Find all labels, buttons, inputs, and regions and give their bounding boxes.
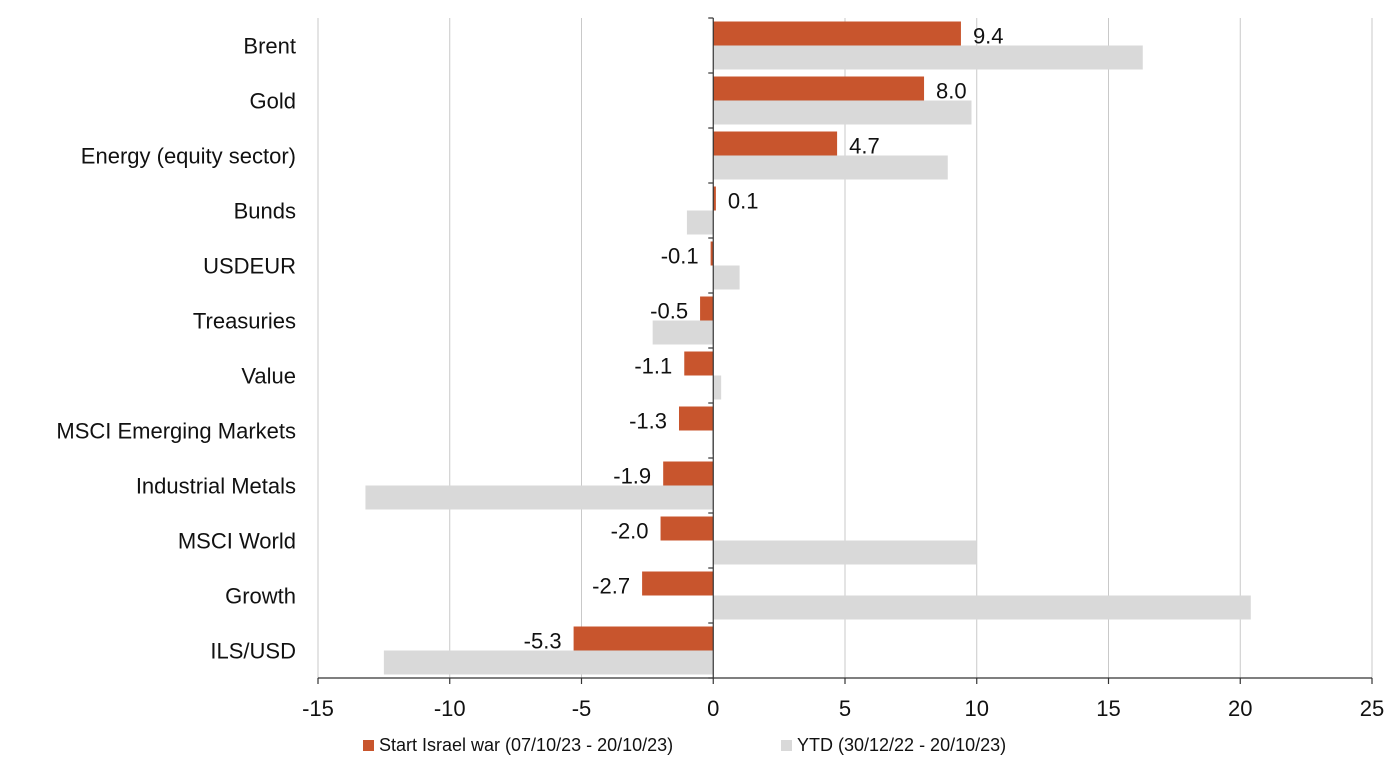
x-tick-label: 20 [1228,696,1252,721]
x-tick-label: -15 [302,696,334,721]
bar-ytd [713,100,972,125]
bar-ytd [713,595,1251,620]
bar-war [713,131,838,156]
bar-war [713,76,925,101]
data-label: 9.4 [973,24,1004,49]
data-label: -1.3 [629,409,667,434]
data-label: 0.1 [728,189,759,214]
category-label: Bunds [234,199,296,224]
bar-war [713,186,716,211]
data-label: -1.1 [634,354,672,379]
data-label: 8.0 [936,79,967,104]
category-label: Gold [250,89,296,114]
category-label: Industrial Metals [136,474,296,499]
legend-swatch-ytd [781,740,792,751]
category-label: USDEUR [203,254,296,279]
data-label: 4.7 [849,134,880,159]
bar-war [663,461,714,486]
labels: Brent 9.4 Gold 8.0 Energy (equity sector) 4.7… [56,24,1003,664]
x-tick-label: 10 [965,696,989,721]
bar-war [700,296,714,321]
category-label: Value [241,364,296,389]
x-tick-label: 25 [1360,696,1384,721]
data-label: -2.0 [611,519,649,544]
bar-war [684,351,714,376]
bar-ytd [713,540,977,565]
bar-war [660,516,714,541]
data-label: -0.5 [650,299,688,324]
bar-war [678,406,714,431]
category-label: Growth [225,584,296,609]
category-label: ILS/USD [210,639,296,664]
bar-ytd [383,650,714,675]
legend-label-ytd: YTD (30/12/22 - 20/10/23) [797,735,1006,755]
bar-ytd [713,375,722,400]
bar-war [573,626,714,651]
bar-ytd [713,155,948,180]
x-tick-label: -5 [572,696,592,721]
bar-ytd [713,265,740,290]
legend-label-war: Start Israel war (07/10/23 - 20/10/23) [379,735,673,755]
bar-ytd [711,430,714,455]
bar-ytd [713,45,1143,70]
data-label: -5.3 [524,629,562,654]
x-tick-label: 5 [839,696,851,721]
bar-war [642,571,714,596]
bar-war [710,241,714,266]
gridlines [317,18,1373,678]
legend: Start Israel war (07/10/23 - 20/10/23) YT… [363,735,1006,755]
bar-ytd [686,210,714,235]
category-label: MSCI Emerging Markets [56,419,296,444]
data-label: -1.9 [613,464,651,489]
bars [365,21,1251,675]
data-label: -0.1 [661,244,699,269]
category-label: MSCI World [178,529,296,554]
legend-swatch-war [363,740,374,751]
bar-war [713,21,961,46]
x-tick-label: -10 [434,696,466,721]
bar-ytd [652,320,714,345]
x-tick-label: 0 [707,696,719,721]
category-label: Treasuries [193,309,296,334]
bar-ytd [365,485,714,510]
category-label: Energy (equity sector) [81,144,296,169]
x-tick-label: 15 [1096,696,1120,721]
axes: -15 -10 -5 0 5 10 15 20 25 [302,17,1384,721]
data-label: -2.7 [592,574,630,599]
category-label: Brent [243,34,296,59]
